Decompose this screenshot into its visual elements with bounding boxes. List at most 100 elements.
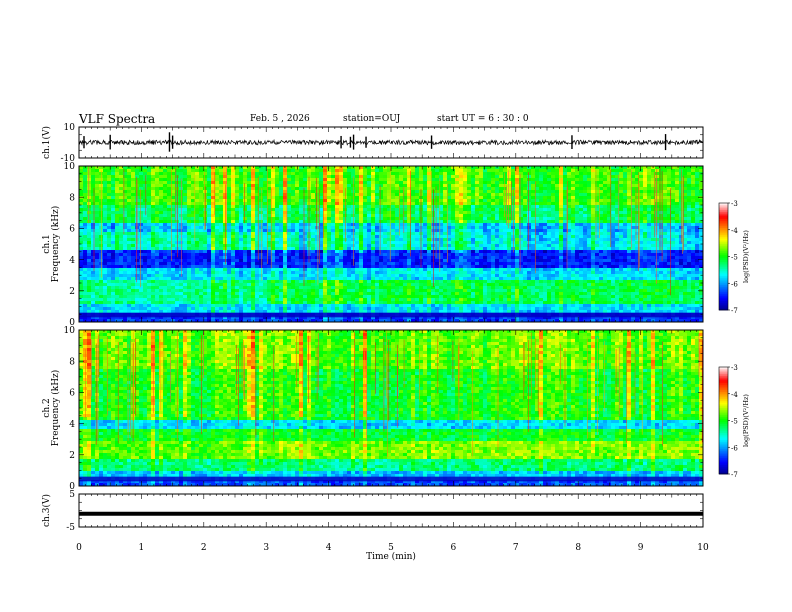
spectrogram-cell [647, 208, 652, 212]
spectrogram-cell [471, 181, 476, 185]
spectrogram-cell [503, 214, 508, 218]
spectrogram-cell [179, 181, 184, 185]
spectrogram-cell [583, 199, 588, 203]
spectrogram-cell [595, 220, 600, 224]
spectrogram-cell [123, 175, 128, 179]
spectrogram-cell [511, 175, 516, 179]
spectrogram-cell [103, 256, 108, 260]
spectrogram-cell [411, 187, 416, 191]
spectrogram-cell [619, 190, 624, 194]
spectrogram-cell [179, 199, 184, 203]
spectrogram-cell [547, 205, 552, 209]
spectrogram-cell [491, 175, 496, 179]
spectrogram-cell [127, 253, 132, 257]
spectrogram-cell [315, 208, 320, 212]
spectrogram-cell [267, 175, 272, 179]
spectrogram-cell [263, 256, 268, 260]
spectrogram-cell [683, 205, 688, 209]
spectrogram-cell [539, 229, 544, 233]
spectrogram-cell [343, 175, 348, 179]
spectrogram-cell [175, 253, 180, 257]
spectrogram-cell [195, 241, 200, 245]
spectrogram-cell [159, 190, 164, 194]
spectrogram-cell [699, 166, 704, 170]
spectrogram-cell [271, 169, 276, 173]
spectrogram-cell [283, 214, 288, 218]
spectrogram-cell [683, 187, 688, 191]
spectrogram-cell [119, 208, 124, 212]
spectrogram-cell [263, 241, 268, 245]
spectrogram-cell [227, 244, 232, 248]
spectrogram-cell [651, 241, 656, 245]
spectrogram-cell [467, 223, 472, 227]
spectrogram-cell [335, 178, 340, 182]
spectrogram-cell [191, 235, 196, 239]
spectrogram-cell [675, 187, 680, 191]
spectrogram-cell [599, 229, 604, 233]
spectrogram-cell [327, 256, 332, 260]
spectrogram-cell [243, 190, 248, 194]
spectrogram-cell [639, 235, 644, 239]
spectrogram-cell [295, 184, 300, 188]
spectrogram-cell [571, 169, 576, 173]
spectrogram-cell [195, 178, 200, 182]
spectrogram-cell [311, 181, 316, 185]
spectrogram-cell [287, 229, 292, 233]
spectrogram-cell [607, 247, 612, 251]
spectrogram-cell [563, 250, 568, 254]
spectrogram-cell [623, 190, 628, 194]
spectrogram-cell [175, 181, 180, 185]
spectrogram-cell [355, 244, 360, 248]
spectrogram-cell [331, 238, 336, 242]
spectrogram-cell [539, 211, 544, 215]
spectrogram-cell [551, 241, 556, 245]
spectrogram-cell [475, 229, 480, 233]
spectrogram-cell [499, 214, 504, 218]
spectrogram-cell [119, 235, 124, 239]
spectrogram-cell [147, 190, 152, 194]
spectrogram-cell [699, 256, 704, 260]
spectrogram-cell [643, 214, 648, 218]
spectrogram-cell [287, 256, 292, 260]
spectrogram-cell [515, 208, 520, 212]
spectrogram-cell [575, 172, 580, 176]
spectrogram-cell [603, 223, 608, 227]
spectrogram-cell [515, 223, 520, 227]
spectrogram-cell [587, 178, 592, 182]
spectrogram-cell [667, 205, 672, 209]
spectrogram-cell [423, 217, 428, 221]
spectrogram-cell [235, 253, 240, 257]
spectrogram-cell [595, 190, 600, 194]
spectrogram-cell [139, 256, 144, 260]
spectrogram-cell [683, 211, 688, 215]
spectrogram-cell [531, 193, 536, 197]
spectrogram-cell [539, 226, 544, 230]
spectrogram-cell [363, 220, 368, 224]
spectrogram-cell [139, 211, 144, 215]
spectrogram-cell [251, 196, 256, 200]
spectrogram-cell [635, 211, 640, 215]
spectrogram-cell [79, 235, 84, 239]
spectrogram-cell [683, 193, 688, 197]
spectrogram-cell [615, 247, 620, 251]
spectrogram-cell [387, 208, 392, 212]
spectrogram-cell [375, 181, 380, 185]
spectrogram-cell [519, 244, 524, 248]
spectrogram-cell [435, 208, 440, 212]
spectrogram-cell [163, 253, 168, 257]
spectrogram-cell [395, 220, 400, 224]
spectrogram-cell [87, 229, 92, 233]
spectrogram-cell [523, 223, 528, 227]
spectrogram-cell [459, 193, 464, 197]
spectrogram-cell [171, 214, 176, 218]
spectrogram-cell [175, 196, 180, 200]
spectrogram-cell [191, 229, 196, 233]
spectrogram-cell [667, 220, 672, 224]
spectrogram-cell [163, 229, 168, 233]
spectrogram-cell [667, 217, 672, 221]
spectrogram-cell [435, 244, 440, 248]
spectrogram-cell [583, 226, 588, 230]
spectrogram-cell [299, 256, 304, 260]
spectrogram-cell [275, 205, 280, 209]
spectrogram-cell [471, 187, 476, 191]
